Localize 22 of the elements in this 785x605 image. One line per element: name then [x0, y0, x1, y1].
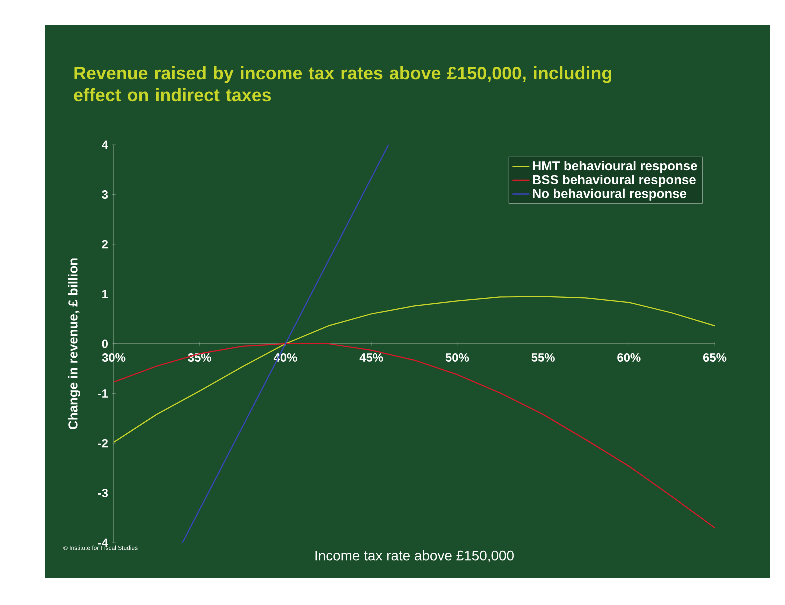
x-tick-label: 45%: [360, 354, 384, 362]
x-tick-label: 60%: [618, 354, 641, 362]
y-tick-label: 2: [102, 240, 108, 249]
legend-label: No behavioural response: [533, 188, 687, 201]
x-tick-label: 50%: [446, 354, 470, 362]
legend-label: BSS behavioural response: [533, 174, 696, 188]
legend-label: HMT behavioural response: [533, 161, 698, 174]
x-axis-title: Income tax rate above £150,000: [316, 550, 514, 562]
y-tick-label: 4: [102, 140, 108, 150]
y-tick-label: 0: [102, 340, 108, 348]
chart-title: Revenue raised by income tax rates above £150,000, including effect on indirect taxes: [74, 66, 612, 102]
y-tick-label: 3: [102, 190, 108, 199]
x-tick-label: 65%: [703, 354, 727, 362]
x-tick-label: 35%: [188, 354, 212, 362]
y-tick-label: -3: [98, 489, 108, 498]
x-tick-label: 30%: [102, 354, 126, 362]
y-axis-title: Change in revenue, £ billion: [68, 258, 80, 430]
y-tick-label: 1: [102, 290, 108, 298]
x-tick-label: 55%: [532, 354, 555, 362]
y-tick-label: -2: [98, 439, 108, 448]
y-tick-label: -1: [98, 390, 108, 398]
y-tick-label: -4: [98, 538, 108, 548]
